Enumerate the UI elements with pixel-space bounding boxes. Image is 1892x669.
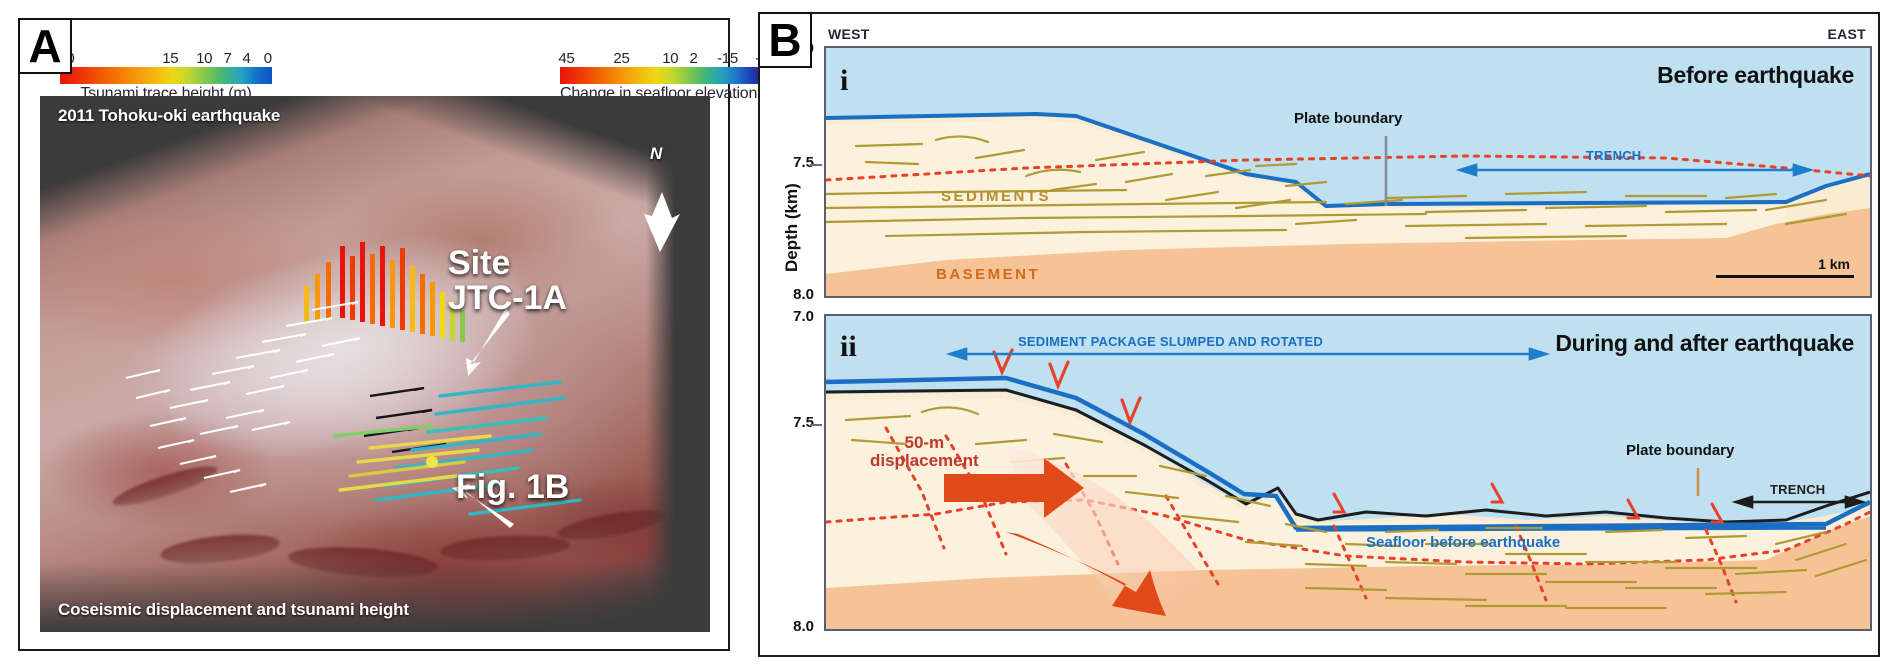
slump-extent-arrow-ii — [945, 347, 1551, 361]
label-trench-ii: TRENCH — [1770, 482, 1826, 497]
tsunami-spike-overlay — [125, 192, 680, 528]
image-dark-bottom-mask — [40, 562, 710, 632]
label-seafloor-before-ii: Seafloor before earthquake — [1366, 534, 1561, 551]
strata-lines-i — [826, 135, 1848, 240]
callout-fig-1b: Fig. 1B — [456, 468, 570, 506]
trench-arrow-ii — [1731, 495, 1867, 509]
label-west: WEST — [828, 26, 870, 42]
cbar1-tick-5: 0 — [263, 50, 272, 67]
panel-a-image-footer: Coseismic displacement and tsunami heigh… — [58, 600, 409, 619]
deformed-seafloor-line-ii — [826, 388, 1870, 524]
panel-a: A 30 15 10 7 4 0 Tsunami trace height (m… — [18, 18, 785, 651]
thrust-markers-ii — [1332, 482, 1725, 524]
label-displacement-line1: 50-m — [904, 433, 945, 452]
panel-a-letter: A — [18, 18, 72, 74]
plate-boundary-dotted-i — [826, 154, 1870, 182]
seafloor-line-i — [826, 112, 1870, 208]
basement-layer-i — [826, 208, 1870, 296]
coseismic-displacement-vectors — [125, 301, 361, 493]
seafloor-before-reference-ii — [1295, 526, 1827, 532]
label-sediments-i: SEDIMENTS — [941, 188, 1052, 205]
survey-track-lines — [332, 380, 582, 516]
section-ii-numeral: ii — [840, 330, 857, 363]
cbar1-tick-4: 4 — [242, 50, 251, 67]
tick-ii-7.5: 7.5 — [793, 414, 814, 431]
label-slump-ii: SEDIMENT PACKAGE SLUMPED AND ROTATED — [1018, 334, 1324, 349]
scalebar-i — [1716, 275, 1854, 278]
tickmark-i-7.5 — [810, 164, 822, 166]
label-displacement-line2: displacement — [870, 450, 979, 470]
cbar1-tick-1: 15 — [162, 50, 179, 67]
tick-i-7.5: 7.5 — [793, 154, 814, 171]
cbar1-tick-2: 10 — [196, 50, 213, 67]
tickmark-ii-7.5 — [810, 424, 822, 426]
cbar2-tick-4: -15 — [717, 50, 738, 67]
cbar2-tick-0: 45 — [558, 50, 575, 67]
callout-site-line2: JTC-1A — [448, 278, 568, 317]
scalebar-label-i: 1 km — [1818, 256, 1850, 272]
callout-site-line1: Site — [448, 244, 511, 282]
displacement-arrow-head-ii — [944, 458, 1084, 518]
cbar2-tick-1: 25 — [613, 50, 630, 67]
image-dark-right-mask — [646, 96, 710, 632]
colorbar-seafloor-gradient — [560, 67, 772, 84]
image-dark-top-left-mask — [40, 96, 710, 632]
tick-ii-7.0: 7.0 — [793, 308, 814, 325]
basement-layer-ii — [826, 516, 1870, 629]
seafloor-line-ii — [826, 375, 1870, 531]
cbar2-tick-3: 2 — [689, 50, 698, 67]
cross-section-before-earthquake: i Before earthquake Plate boundary TRENC… — [824, 46, 1872, 298]
label-displacement-ii: 50-m displacement — [870, 434, 979, 470]
label-plate-boundary-ii: Plate boundary — [1626, 442, 1735, 459]
label-basement-i: BASEMENT — [936, 266, 1041, 283]
callout-site-jtc1a: Site JTC-1A — [448, 246, 567, 315]
panel-a-image-title: 2011 Tohoku-oki earthquake — [58, 106, 281, 125]
tick-i-8.0: 8.0 — [793, 286, 814, 303]
trench-arrow-i — [1455, 163, 1815, 177]
cross-section-during-after-earthquake: ii During and after earthquake SEDIMENT … — [824, 314, 1872, 631]
label-east: EAST — [1827, 26, 1866, 42]
panel-b: B Depth (km) 7.0 7.5 8.0 7.0 7.5 8.0 WES… — [758, 12, 1880, 657]
section-i-title: Before earthquake — [1657, 62, 1854, 88]
panel-b-axis-label: Depth (km) — [782, 183, 801, 272]
section-i-numeral: i — [840, 64, 849, 97]
section-i-drawing — [826, 48, 1870, 296]
extension-markers-ii — [992, 348, 1142, 427]
displacement-arrow-ii — [944, 446, 1226, 616]
tsunami-height-spikes — [304, 242, 465, 342]
label-trench-i: TRENCH — [1586, 148, 1642, 163]
colorbar-tsunami-ticks: 30 15 10 7 4 0 — [58, 50, 272, 67]
cbar2-tick-2: 10 — [662, 50, 679, 67]
rotation-arrow-ii — [1006, 532, 1166, 616]
section-ii-drawing — [826, 316, 1870, 629]
callout-leader-arrows — [452, 308, 514, 528]
colorbar-tsunami-gradient — [60, 67, 272, 84]
colorbar-seafloor-ticks: 45 25 10 2 -15 -50 — [558, 50, 776, 67]
section-ii-title: During and after earthquake — [1555, 330, 1854, 356]
incoming-sediment-i — [1786, 176, 1870, 220]
north-arrow-label: N — [650, 144, 663, 163]
panel-b-letter: B — [758, 12, 812, 68]
tick-ii-8.0: 8.0 — [793, 618, 814, 635]
perspective-topography-image: N 2011 Tohoku-oki earthquake Coseismic d… — [40, 96, 710, 632]
cbar1-tick-3: 7 — [223, 50, 232, 67]
north-arrow-icon — [644, 192, 680, 252]
label-plate-boundary-i: Plate boundary — [1294, 110, 1403, 127]
